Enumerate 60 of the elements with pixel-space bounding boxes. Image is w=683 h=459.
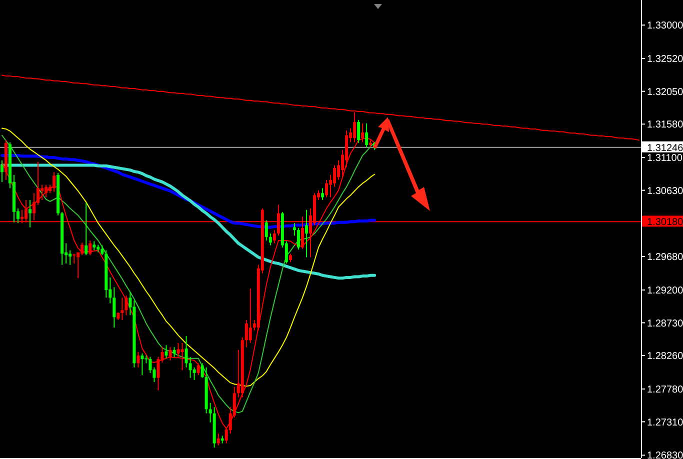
candlestick: [112, 286, 116, 328]
candlestick: [84, 202, 88, 256]
candlestick: [28, 200, 32, 228]
candlestick: [80, 242, 84, 256]
y-tick-label: 1.28730: [647, 318, 683, 330]
y-tick-label: 1.27310: [647, 417, 683, 428]
candlestick: [188, 356, 192, 378]
candlestick: [216, 433, 220, 446]
candlestick: [68, 250, 72, 266]
candlestick: [124, 295, 128, 316]
candlestick: [268, 233, 272, 246]
candlestick: [184, 336, 188, 368]
y-tick-label: 1.33000: [647, 20, 683, 32]
candlestick: [156, 356, 160, 391]
candlestick: [172, 346, 176, 358]
candlestick: [357, 119, 360, 144]
candlestick: [244, 319, 248, 348]
y-tick-label: 1.26830: [647, 450, 683, 459]
y-tick-label: 1.32520: [647, 54, 683, 66]
candlestick: [100, 244, 104, 256]
candlestick: [321, 188, 324, 201]
ref-line-label: 1.31246: [647, 142, 683, 154]
candlestick: [40, 184, 44, 201]
candlestick: [120, 297, 124, 320]
candlestick: [52, 172, 56, 192]
candlestick: [292, 222, 296, 236]
candlestick: [325, 179, 328, 198]
candlestick: [0, 160, 4, 182]
candlestick: [164, 344, 168, 359]
y-tick-label: 1.31100: [647, 153, 683, 164]
candlestick: [333, 164, 336, 188]
y-tick-label: 1.27780: [647, 384, 683, 396]
candlestick: [208, 402, 212, 423]
candlestick: [264, 220, 268, 241]
candlestick: [365, 122, 368, 148]
line-series: [2, 74, 640, 141]
candlestick: [192, 366, 196, 380]
candlestick: [296, 227, 300, 250]
candlestick: [136, 352, 140, 368]
candlestick: [200, 362, 204, 378]
candlestick: [176, 342, 180, 358]
candlestick: [196, 362, 200, 376]
line-series: [0, 164, 376, 280]
candlestick: [92, 240, 96, 251]
y-tick-label: 1.29680: [647, 252, 683, 264]
y-tick-label: 1.31580: [647, 120, 683, 131]
candlestick: [72, 253, 76, 264]
y-tick-label: 1.30630: [647, 186, 683, 197]
y-tick-label: 1.29200: [647, 285, 683, 296]
candlestick: [168, 346, 172, 361]
candlestick: [248, 288, 252, 344]
y-tick-label: 1.28260: [647, 351, 683, 362]
candlestick: [44, 184, 48, 198]
candlestick: [272, 230, 276, 244]
candlestick: [88, 240, 92, 256]
candlestick: [304, 209, 308, 258]
candlestick: [180, 342, 184, 371]
y-tick-label: 1.32050: [647, 86, 683, 98]
ref-line-label: 1.30180: [647, 217, 683, 228]
candlestick: [140, 352, 144, 376]
